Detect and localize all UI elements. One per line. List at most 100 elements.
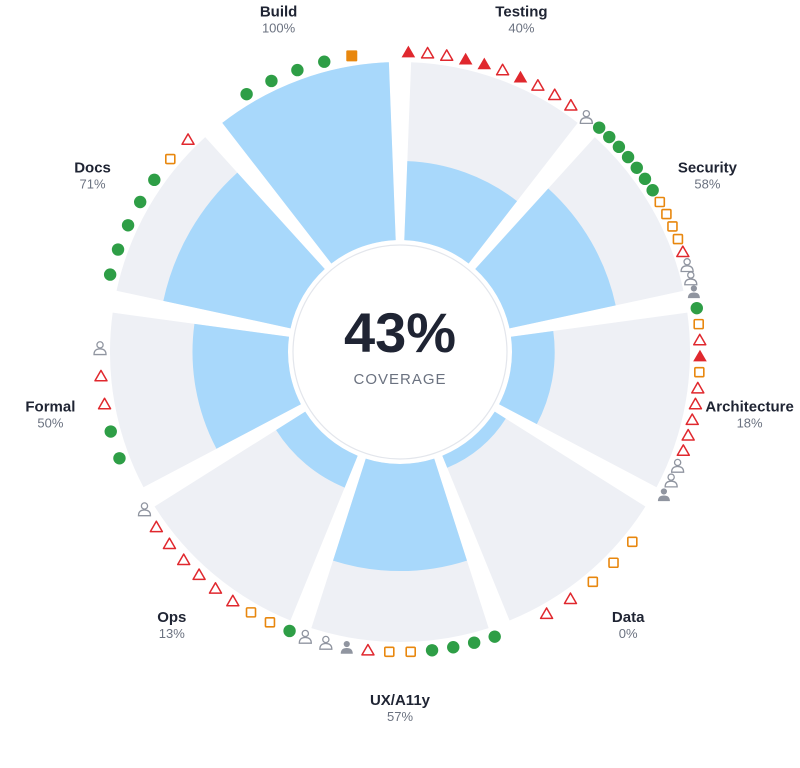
testing-marker-3: [458, 52, 473, 65]
label-build-name: Build: [260, 3, 298, 20]
architecture-marker-11: [664, 473, 678, 488]
label-ops-name: Ops: [157, 609, 186, 626]
label-security-name: Security: [678, 160, 738, 177]
ops-marker-9: [137, 502, 152, 517]
security-marker-4: [630, 161, 643, 174]
testing-marker-4: [477, 57, 492, 70]
architecture-marker-6: [688, 397, 703, 410]
formal-marker-0: [113, 452, 126, 465]
label-docs-name: Docs: [74, 160, 111, 177]
data-marker-2: [587, 576, 599, 588]
ops-marker-2: [245, 607, 257, 618]
ux-a11y-marker-0: [488, 630, 501, 643]
architecture-marker-3: [693, 349, 707, 362]
architecture-marker-4: [694, 366, 705, 378]
docs-marker-5: [164, 153, 176, 165]
security-marker-14: [687, 285, 700, 299]
data-marker-3: [563, 592, 578, 605]
testing-marker-10: [579, 109, 593, 125]
ops-marker-0: [283, 624, 296, 638]
security-marker-12: [680, 258, 694, 273]
ops-marker-3: [226, 594, 240, 607]
testing-marker-7: [531, 79, 545, 91]
fill-testing: [404, 161, 518, 264]
testing-marker-0: [401, 45, 416, 58]
ops-marker-1: [264, 617, 276, 628]
security-marker-9: [667, 221, 678, 232]
docs-marker-0: [103, 268, 117, 281]
security-marker-2: [612, 140, 626, 154]
formal-marker-1: [104, 425, 117, 438]
security-marker-5: [638, 172, 652, 186]
ux-a11y-marker-7: [340, 640, 353, 654]
label-ops-percent: 13%: [159, 626, 185, 641]
security-marker-3: [621, 150, 635, 164]
ux-a11y-marker-4: [405, 646, 417, 658]
architecture-marker-10: [670, 458, 685, 473]
label-architecture-name: Architecture: [705, 399, 793, 416]
ux-a11y-marker-1: [467, 636, 481, 649]
track-data: [442, 411, 646, 621]
architecture-marker-2: [693, 333, 707, 346]
formal-marker-3: [94, 369, 108, 382]
fill-security: [475, 188, 616, 329]
ux-a11y-marker-9: [298, 629, 312, 644]
architecture-marker-7: [685, 413, 699, 426]
testing-marker-1: [420, 46, 435, 59]
label-testing-percent: 40%: [508, 20, 534, 35]
center-circle: [292, 244, 508, 460]
architecture-marker-1: [693, 318, 705, 330]
docs-marker-2: [121, 219, 135, 232]
data-marker-1: [608, 557, 619, 569]
ux-a11y-marker-8: [319, 635, 333, 650]
label-security-percent: 58%: [694, 177, 720, 192]
security-marker-6: [646, 184, 659, 197]
fill-docs: [163, 172, 325, 329]
ux-a11y-marker-3: [425, 644, 439, 657]
formal-marker-4: [93, 341, 107, 356]
center-value: 43%: [344, 301, 456, 364]
fill-ops: [276, 411, 358, 488]
ux-a11y-marker-6: [361, 643, 375, 656]
security-marker-11: [676, 245, 690, 258]
testing-marker-8: [547, 88, 562, 101]
fill-ux-a11y: [333, 458, 467, 572]
formal-marker-2: [97, 397, 112, 410]
center-label: COVERAGE: [353, 371, 446, 388]
docs-marker-4: [148, 173, 161, 187]
security-marker-7: [654, 196, 666, 208]
testing-marker-5: [495, 63, 510, 76]
security-marker-13: [684, 271, 698, 286]
fill-build: [222, 62, 396, 264]
security-marker-8: [661, 208, 672, 220]
ops-marker-5: [192, 568, 206, 581]
label-ux-a11y-name: UX/A11y: [370, 692, 431, 709]
build-marker-1: [265, 74, 278, 88]
ops-marker-4: [208, 581, 223, 594]
security-marker-0: [592, 121, 606, 134]
docs-marker-3: [133, 195, 147, 209]
label-build-percent: 100%: [262, 20, 296, 35]
label-formal-name: Formal: [25, 399, 75, 416]
data-marker-4: [539, 607, 554, 620]
label-data-name: Data: [612, 609, 645, 626]
testing-marker-6: [513, 70, 528, 83]
fills-layer: [163, 62, 616, 572]
security-marker-1: [603, 130, 616, 144]
architecture-marker-5: [691, 381, 705, 394]
label-ux-a11y-percent: 57%: [387, 709, 413, 724]
architecture-marker-12: [657, 488, 670, 502]
security-marker-10: [672, 233, 684, 245]
testing-marker-2: [439, 49, 454, 62]
label-formal-percent: 50%: [37, 416, 63, 431]
